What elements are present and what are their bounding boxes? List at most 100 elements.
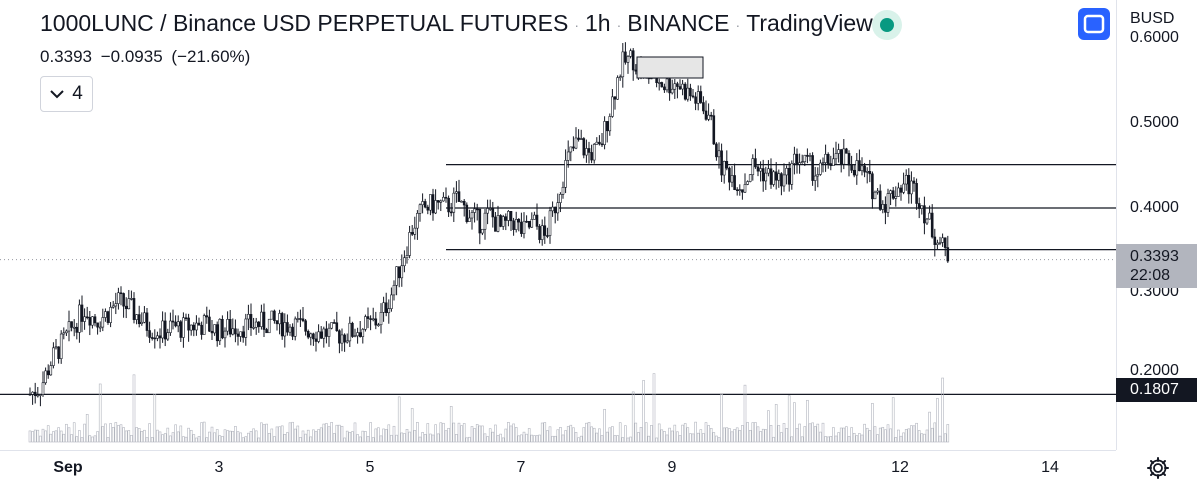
price-axis-label: 0.6000: [1130, 29, 1179, 46]
candle-body: [306, 331, 310, 338]
volume-bar: [195, 437, 198, 443]
volume-bar: [78, 430, 81, 443]
volume-bar: [670, 430, 674, 443]
fit-screen-button[interactable]: [1078, 8, 1110, 40]
volume-bar: [941, 377, 944, 443]
candle-body: [527, 221, 531, 228]
candle-body: [748, 174, 752, 182]
candle-body: [137, 314, 141, 325]
candle-body: [941, 237, 944, 243]
volume-bar: [371, 437, 375, 443]
candle-body: [660, 82, 664, 88]
market-status-icon[interactable]: [872, 10, 902, 40]
candle-body: [338, 330, 341, 344]
candle-body: [720, 150, 723, 176]
candle-body: [676, 83, 679, 87]
volume-bar: [59, 430, 63, 443]
volume-bar: [156, 429, 159, 443]
candle-body: [384, 302, 388, 314]
candle-body: [67, 321, 71, 332]
volume-bar: [475, 424, 479, 443]
candle-body: [774, 171, 778, 181]
volume-bar: [421, 432, 424, 443]
volume-bar: [899, 435, 903, 443]
volume-bar: [403, 433, 406, 443]
current-price-tag: 0.3393 22:08: [1116, 244, 1197, 288]
candle-body: [221, 318, 224, 339]
candle-body: [572, 146, 575, 149]
candle-body: [382, 302, 385, 313]
candle-body: [215, 324, 219, 342]
volume-bar: [400, 432, 404, 443]
volume-bar: [644, 422, 648, 443]
candle-body: [938, 242, 942, 244]
candle-body: [260, 311, 263, 327]
volume-bar: [832, 427, 835, 443]
volume-bar: [231, 430, 235, 443]
candle-body: [566, 151, 570, 161]
volume-bar: [520, 434, 523, 443]
volume-bar: [621, 437, 625, 443]
candle-body: [689, 87, 692, 97]
volume-bar: [637, 432, 640, 443]
candle-body: [101, 317, 105, 328]
candle-body: [455, 191, 458, 194]
volume-bar: [226, 430, 229, 443]
chart-title: 1000LUNC / Binance USD PERPETUAL FUTURES…: [40, 10, 873, 36]
candle-body: [520, 221, 523, 234]
candle-body: [839, 149, 843, 165]
candle-body: [933, 236, 937, 245]
candle-body: [195, 322, 198, 331]
volume-bar: [353, 422, 357, 443]
volume-bar: [189, 429, 193, 443]
candle-body: [130, 298, 133, 300]
volume-bar: [772, 436, 775, 443]
volume-bar: [330, 422, 333, 443]
candle-body: [873, 191, 877, 200]
volume-bar: [850, 427, 853, 443]
horizontal-level-tag: 0.1807: [1116, 378, 1197, 402]
candle-body: [816, 174, 820, 177]
volume-bar: [364, 431, 367, 443]
volume-bar: [418, 436, 422, 443]
candle-body: [187, 317, 190, 331]
symbol-name[interactable]: 1000LUNC / Binance USD PERPETUAL FUTURES: [40, 10, 569, 36]
gear-icon[interactable]: [1145, 455, 1171, 481]
candle-body: [834, 153, 838, 160]
volume-bar: [283, 434, 287, 443]
time-axis[interactable]: [0, 450, 1116, 485]
candle-body: [421, 201, 424, 206]
volume-bar: [31, 431, 34, 443]
volume-bar: [946, 424, 950, 443]
time-axis-label: 14: [1041, 459, 1059, 476]
candle-body: [928, 212, 931, 220]
volume-bar: [488, 428, 492, 443]
volume-bar: [894, 437, 898, 443]
candle-body: [626, 56, 630, 63]
volume-bar: [52, 431, 55, 443]
volume-bar: [631, 391, 635, 443]
candle-body: [59, 333, 63, 359]
volume-bar: [564, 430, 567, 443]
currency-label: BUSD: [1130, 10, 1175, 27]
price-chart[interactable]: [0, 0, 1116, 450]
candle-body: [286, 322, 289, 333]
volume-bar: [767, 410, 770, 443]
volume-bar: [530, 434, 534, 443]
interval-label[interactable]: 1h: [585, 10, 611, 36]
candle-body: [910, 180, 913, 195]
candle-body: [96, 322, 99, 328]
volume-bar: [65, 423, 68, 443]
candle-body: [436, 200, 440, 203]
candle-body: [36, 394, 40, 397]
candle-body: [340, 334, 344, 344]
chart-pane[interactable]: 1000LUNC / Binance USD PERPETUAL FUTURES…: [0, 0, 1116, 450]
volume-bar: [252, 428, 255, 443]
volume-bar: [715, 435, 718, 443]
indicators-toggle-button[interactable]: 4: [40, 76, 93, 112]
volume-bar: [236, 431, 240, 443]
price-axis[interactable]: [1116, 0, 1200, 450]
candle-body: [189, 324, 193, 331]
volume-bar: [262, 424, 266, 443]
candle-body: [561, 187, 565, 195]
